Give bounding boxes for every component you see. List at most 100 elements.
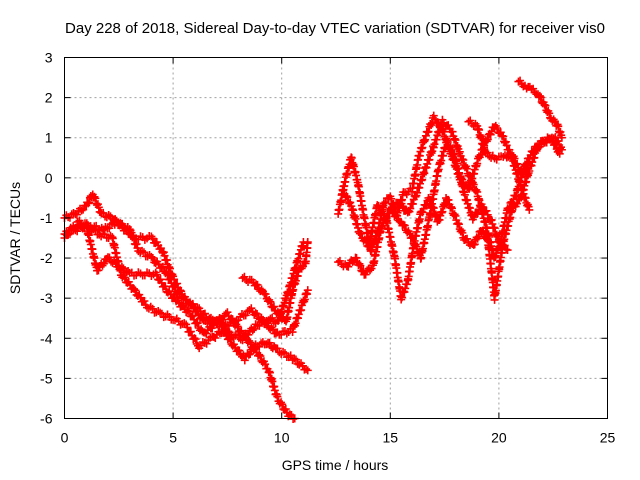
data-point bbox=[105, 224, 114, 233]
data-point bbox=[99, 208, 108, 217]
data-point bbox=[143, 303, 152, 312]
data-point bbox=[418, 208, 427, 217]
data-point bbox=[482, 206, 491, 215]
data-point bbox=[447, 202, 456, 211]
data-point bbox=[463, 234, 472, 243]
data-point bbox=[94, 266, 103, 275]
data-point bbox=[251, 320, 260, 329]
y-tick-label: -5 bbox=[40, 370, 53, 386]
data-point bbox=[161, 282, 170, 291]
data-point bbox=[387, 205, 396, 214]
data-point bbox=[539, 137, 548, 146]
y-tick-label: 3 bbox=[45, 50, 53, 66]
data-point bbox=[474, 152, 483, 161]
data-points bbox=[60, 76, 566, 424]
data-point bbox=[410, 241, 419, 250]
data-point bbox=[244, 330, 253, 339]
data-point bbox=[198, 338, 207, 347]
data-point bbox=[387, 194, 396, 203]
data-point bbox=[366, 266, 375, 275]
data-point bbox=[193, 319, 202, 328]
data-point bbox=[148, 234, 157, 243]
data-point bbox=[546, 135, 555, 144]
data-point bbox=[397, 293, 406, 302]
data-point bbox=[170, 316, 179, 325]
data-point bbox=[179, 301, 188, 310]
data-point bbox=[525, 157, 534, 166]
data-point bbox=[541, 101, 550, 110]
data-point bbox=[125, 225, 134, 234]
data-point bbox=[444, 195, 453, 204]
data-point bbox=[269, 325, 278, 334]
data-point bbox=[202, 339, 211, 348]
data-point bbox=[426, 120, 435, 129]
data-point bbox=[240, 356, 249, 365]
data-point bbox=[444, 121, 453, 130]
data-point bbox=[556, 144, 565, 153]
data-point bbox=[261, 360, 270, 369]
data-point bbox=[120, 273, 129, 282]
y-tick-label: -6 bbox=[40, 411, 53, 427]
data-point bbox=[186, 327, 195, 336]
y-tick-label: 0 bbox=[45, 170, 53, 186]
data-point bbox=[152, 270, 161, 279]
data-point bbox=[94, 203, 103, 212]
data-point bbox=[374, 201, 383, 210]
data-point bbox=[545, 109, 554, 118]
data-point bbox=[421, 135, 430, 144]
data-point bbox=[447, 204, 456, 213]
data-point bbox=[379, 199, 388, 208]
data-point bbox=[138, 246, 147, 255]
x-tick-label: 5 bbox=[169, 430, 177, 446]
data-point bbox=[158, 262, 167, 271]
data-point bbox=[401, 284, 410, 293]
data-point bbox=[422, 201, 431, 210]
data-point bbox=[455, 147, 464, 156]
data-point bbox=[442, 136, 451, 145]
data-point bbox=[191, 335, 200, 344]
data-point bbox=[104, 210, 113, 219]
data-point bbox=[361, 270, 370, 279]
data-point bbox=[266, 297, 275, 306]
data-point bbox=[247, 304, 256, 313]
data-point bbox=[536, 93, 545, 102]
data-point bbox=[499, 132, 508, 141]
data-point bbox=[257, 339, 266, 348]
data-point bbox=[73, 217, 82, 226]
data-point bbox=[535, 91, 544, 100]
data-point bbox=[114, 220, 123, 229]
data-point bbox=[346, 198, 355, 207]
data-point bbox=[344, 262, 353, 271]
data-point bbox=[246, 338, 255, 347]
x-tick-label: 25 bbox=[600, 430, 616, 446]
data-point bbox=[352, 253, 361, 262]
data-point bbox=[454, 220, 463, 229]
data-point bbox=[543, 108, 552, 117]
data-point bbox=[147, 252, 156, 261]
data-point bbox=[466, 171, 475, 180]
data-point bbox=[223, 308, 232, 317]
data-point bbox=[483, 135, 492, 144]
data-point bbox=[458, 155, 467, 164]
data-point bbox=[175, 290, 184, 299]
data-point bbox=[379, 209, 388, 218]
series-track-8 bbox=[338, 133, 566, 304]
data-point bbox=[290, 354, 299, 363]
data-point bbox=[156, 244, 165, 253]
data-point bbox=[483, 235, 492, 244]
data-point bbox=[238, 274, 247, 283]
data-point bbox=[156, 308, 165, 317]
x-tick-label: 0 bbox=[61, 430, 69, 446]
data-point bbox=[549, 115, 558, 124]
data-point bbox=[516, 76, 525, 85]
x-tick-label: 15 bbox=[383, 430, 399, 446]
data-point bbox=[451, 211, 460, 220]
data-point bbox=[502, 141, 511, 150]
data-point bbox=[479, 227, 488, 236]
data-point bbox=[265, 295, 274, 304]
data-point bbox=[237, 310, 246, 319]
data-point bbox=[303, 366, 312, 375]
data-point bbox=[215, 315, 224, 324]
data-point bbox=[77, 206, 86, 215]
